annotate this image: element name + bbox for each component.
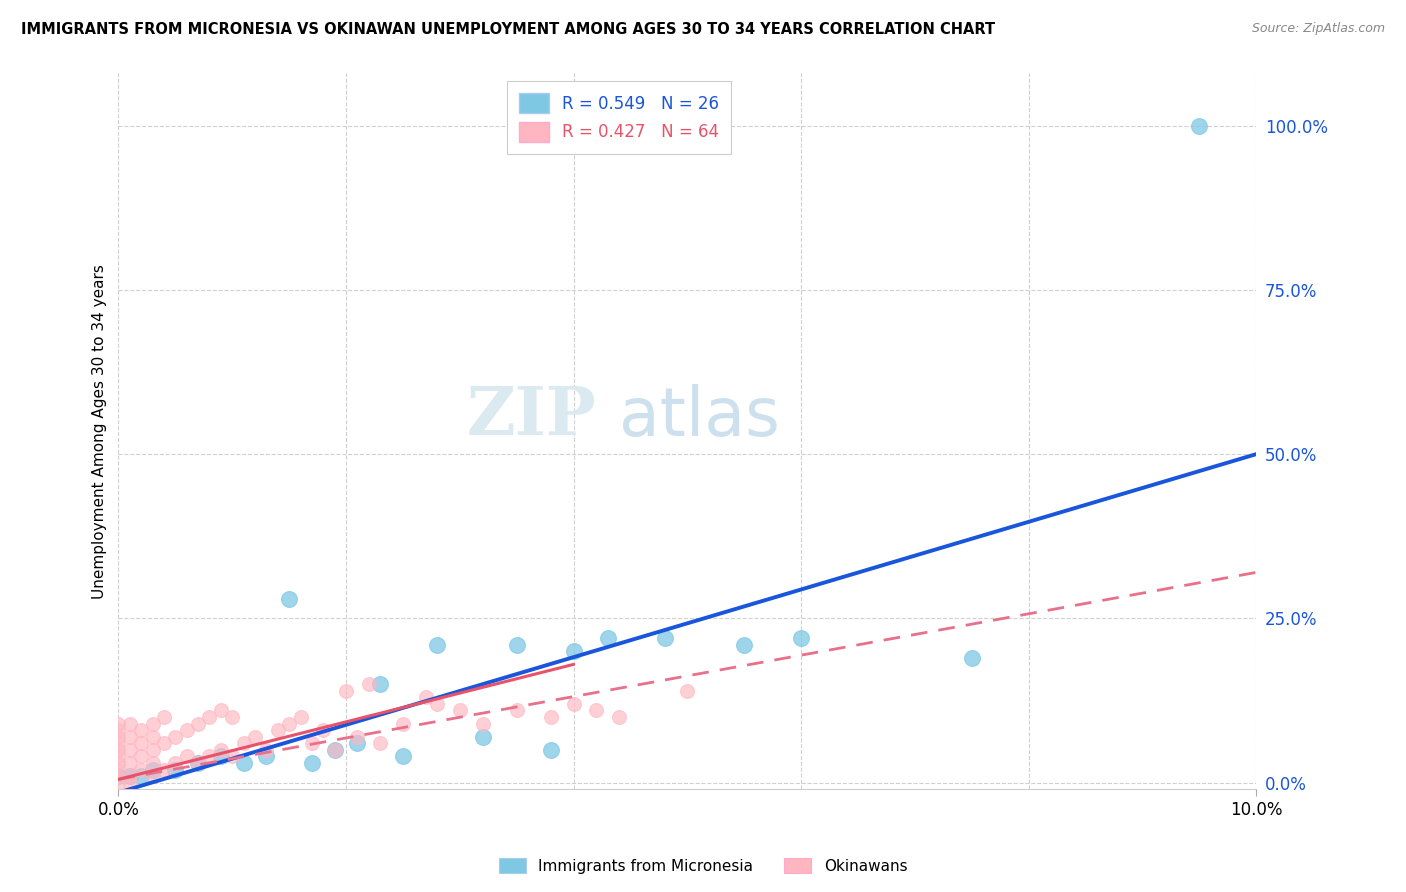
Point [254, 743, 277, 757]
Point [1188, 119, 1211, 133]
Text: ZIP: ZIP [467, 384, 596, 450]
Point [129, 736, 152, 750]
Point [607, 710, 630, 724]
Point [187, 756, 209, 770]
Point [790, 631, 813, 645]
Point [335, 683, 357, 698]
Point [142, 730, 165, 744]
Point [118, 769, 141, 783]
Point [221, 749, 243, 764]
Point [165, 730, 187, 744]
Point [107, 716, 129, 731]
Point [232, 756, 254, 770]
Point [290, 710, 312, 724]
Point [107, 756, 129, 770]
Point [107, 730, 129, 744]
Point [368, 736, 391, 750]
Text: Source: ZipAtlas.com: Source: ZipAtlas.com [1251, 22, 1385, 36]
Point [506, 638, 529, 652]
Point [392, 716, 415, 731]
Point [540, 710, 562, 724]
Point [654, 631, 676, 645]
Point [733, 638, 755, 652]
Point [426, 697, 449, 711]
Point [129, 763, 152, 777]
Point [142, 769, 165, 783]
Point [118, 730, 141, 744]
Point [142, 743, 165, 757]
Point [312, 723, 335, 737]
Point [129, 749, 152, 764]
Point [165, 763, 187, 777]
Point [585, 703, 607, 717]
Point [960, 650, 983, 665]
Point [107, 775, 129, 789]
Point [187, 716, 209, 731]
Point [118, 756, 141, 770]
Point [209, 703, 232, 717]
Point [187, 756, 209, 770]
Point [118, 743, 141, 757]
Point [142, 716, 165, 731]
Point [506, 703, 529, 717]
Point [165, 756, 187, 770]
Point [449, 703, 471, 717]
Point [243, 730, 266, 744]
Point [346, 736, 368, 750]
Point [346, 730, 368, 744]
Point [323, 743, 346, 757]
Point [562, 697, 585, 711]
Point [221, 710, 243, 724]
Point [107, 743, 129, 757]
Legend: Immigrants from Micronesia, Okinawans: Immigrants from Micronesia, Okinawans [492, 852, 914, 880]
Point [118, 775, 141, 789]
Point [209, 743, 232, 757]
Point [301, 756, 323, 770]
Point [107, 736, 129, 750]
Point [323, 743, 346, 757]
Point [107, 769, 129, 783]
Point [107, 763, 129, 777]
Point [198, 710, 221, 724]
Point [198, 749, 221, 764]
Point [129, 723, 152, 737]
Legend: R = 0.549   N = 26, R = 0.427   N = 64: R = 0.549 N = 26, R = 0.427 N = 64 [508, 81, 731, 153]
Point [153, 736, 176, 750]
Point [153, 710, 176, 724]
Point [153, 763, 176, 777]
Point [278, 591, 301, 606]
Text: IMMIGRANTS FROM MICRONESIA VS OKINAWAN UNEMPLOYMENT AMONG AGES 30 TO 34 YEARS CO: IMMIGRANTS FROM MICRONESIA VS OKINAWAN U… [21, 22, 995, 37]
Point [301, 736, 323, 750]
Text: atlas: atlas [619, 384, 780, 450]
Point [209, 749, 232, 764]
Point [392, 749, 415, 764]
Point [278, 716, 301, 731]
Point [676, 683, 699, 698]
Point [176, 749, 198, 764]
Point [118, 769, 141, 783]
Point [368, 677, 391, 691]
Point [471, 716, 494, 731]
Point [357, 677, 380, 691]
Point [254, 749, 277, 764]
Point [232, 736, 254, 750]
Point [267, 723, 290, 737]
Point [562, 644, 585, 658]
Point [596, 631, 619, 645]
Point [426, 638, 449, 652]
Point [176, 723, 198, 737]
Point [415, 690, 437, 705]
Point [142, 756, 165, 770]
Point [107, 749, 129, 764]
Point [129, 769, 152, 783]
Point [540, 743, 562, 757]
Point [107, 769, 129, 783]
Point [118, 716, 141, 731]
Point [471, 730, 494, 744]
Point [107, 723, 129, 737]
Y-axis label: Unemployment Among Ages 30 to 34 years: Unemployment Among Ages 30 to 34 years [93, 264, 107, 599]
Point [142, 763, 165, 777]
